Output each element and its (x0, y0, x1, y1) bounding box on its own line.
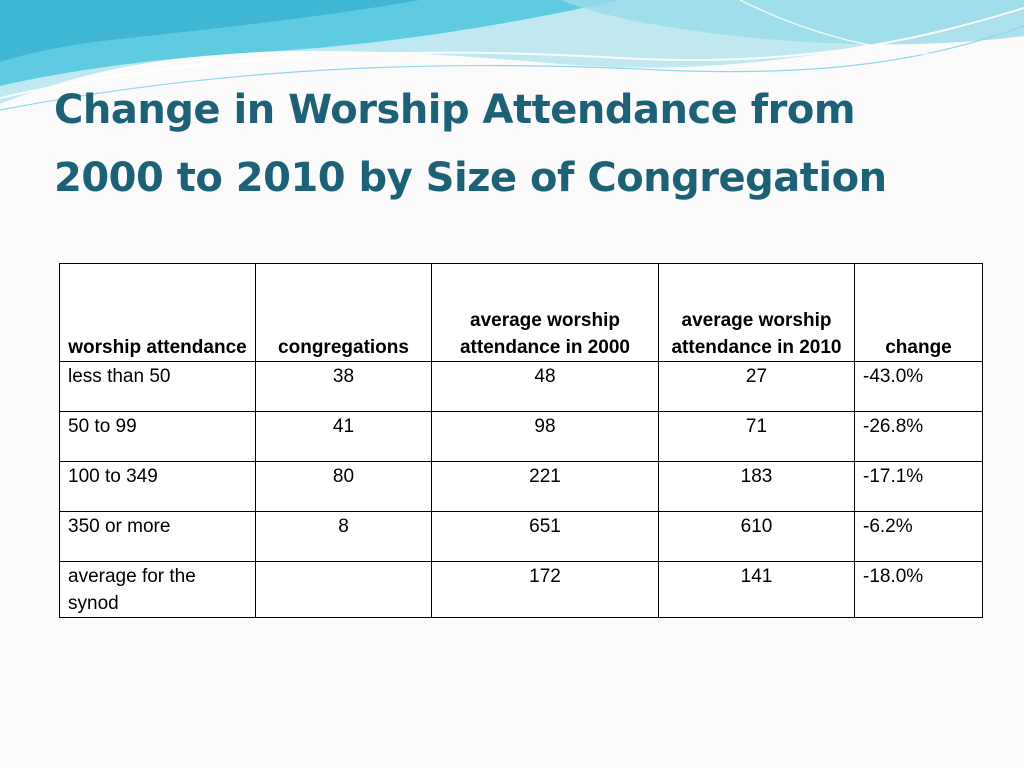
avg-2010-cell: 141 (658, 561, 855, 618)
header-wave-decoration (0, 0, 1024, 111)
row-label: 50 to 99 (59, 411, 256, 462)
change-cell: -18.0% (854, 561, 983, 618)
title-line-2: 2000 to 2010 by Size of Congregation (54, 155, 887, 201)
table-row-synod-average: average for the synod 172 141 -18.0% (59, 561, 983, 618)
avg-2000-cell: 221 (431, 461, 659, 512)
table-row: 100 to 349 80 221 183 -17.1% (59, 461, 983, 512)
header-congregations: congregations (255, 263, 432, 362)
avg-2010-cell: 27 (658, 361, 855, 412)
row-label: 100 to 349 (59, 461, 256, 512)
avg-2010-cell: 183 (658, 461, 855, 512)
row-label: 350 or more (59, 511, 256, 562)
header-avg-2010: average worship attendance in 2010 (658, 263, 855, 362)
congregations-cell: 80 (255, 461, 432, 512)
table-header-row: worship attendance congregations average… (59, 263, 983, 362)
header-avg-2000: average worship attendance in 2000 (431, 263, 659, 362)
avg-2010-cell: 71 (658, 411, 855, 462)
change-cell: -43.0% (854, 361, 983, 412)
avg-2000-cell: 48 (431, 361, 659, 412)
table-row: less than 50 38 48 27 -43.0% (59, 361, 983, 412)
congregations-cell (255, 561, 432, 618)
header-worship-attendance: worship attendance (59, 263, 256, 362)
title-line-1: Change in Worship Attendance from (54, 87, 856, 133)
change-cell: -6.2% (854, 511, 983, 562)
avg-2010-cell: 610 (658, 511, 855, 562)
avg-2000-cell: 98 (431, 411, 659, 462)
slide-title: Change in Worship Attendance from 2000 t… (54, 76, 994, 212)
congregations-cell: 8 (255, 511, 432, 562)
congregations-cell: 38 (255, 361, 432, 412)
header-change: change (854, 263, 983, 362)
congregations-cell: 41 (255, 411, 432, 462)
row-label: less than 50 (59, 361, 256, 412)
table-row: 50 to 99 41 98 71 -26.8% (59, 411, 983, 462)
avg-2000-cell: 651 (431, 511, 659, 562)
attendance-table: worship attendance congregations average… (59, 263, 983, 618)
row-label: average for the synod (59, 561, 256, 618)
change-cell: -17.1% (854, 461, 983, 512)
table-row: 350 or more 8 651 610 -6.2% (59, 511, 983, 562)
avg-2000-cell: 172 (431, 561, 659, 618)
change-cell: -26.8% (854, 411, 983, 462)
